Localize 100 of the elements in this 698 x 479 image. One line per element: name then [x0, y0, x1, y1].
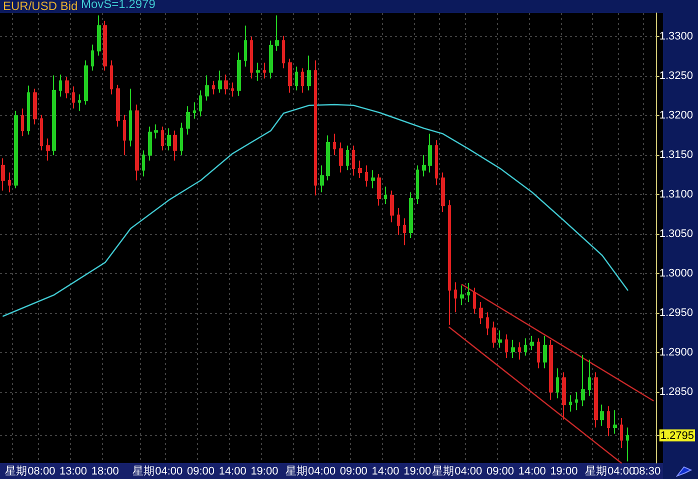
candlestick	[588, 359, 591, 396]
candlestick	[346, 145, 349, 171]
candlestick	[377, 174, 381, 206]
candlestick	[454, 282, 457, 313]
candlestick	[148, 126, 152, 162]
candlestick	[103, 20, 107, 72]
candlestick	[135, 104, 139, 181]
candlestick	[288, 58, 292, 94]
candlestick	[613, 410, 617, 434]
candlestick	[352, 145, 355, 176]
candlestick	[116, 84, 120, 128]
candlestick	[448, 200, 451, 326]
candlestick	[237, 52, 241, 96]
candlestick	[492, 321, 496, 348]
candlestick	[460, 284, 464, 306]
candlestick	[543, 335, 547, 369]
y-tick-label: 1.3100	[659, 188, 694, 201]
candlestick	[626, 426, 629, 462]
candlestick	[231, 82, 234, 98]
candlestick	[620, 418, 623, 448]
candlestick	[1, 158, 5, 192]
candlestick	[212, 80, 215, 95]
candlestick	[167, 128, 171, 151]
candlestick	[21, 108, 24, 137]
candlestick	[511, 339, 515, 358]
candlestick	[600, 404, 604, 426]
x-tick-label: 09:00	[486, 466, 514, 478]
candlestick	[282, 35, 285, 69]
candlestick	[244, 25, 247, 68]
candlestick	[199, 90, 202, 117]
candlestick	[78, 94, 81, 112]
candlestick	[27, 85, 30, 136]
candlestick	[333, 133, 336, 156]
candlestick	[218, 70, 222, 94]
candlestick	[428, 133, 432, 173]
candlestick	[275, 14, 279, 52]
candlestick	[320, 164, 324, 193]
candlestick	[524, 338, 527, 356]
y-tick-label: 1.3050	[659, 228, 694, 240]
y-tick-label: 1.2795	[660, 430, 694, 442]
x-tick-label: 18:00	[91, 466, 119, 478]
x-tick-label: 19:00	[250, 466, 278, 478]
candlestick	[295, 66, 298, 91]
candlestick	[505, 334, 508, 358]
candlestick	[8, 172, 11, 193]
candlestick	[549, 339, 553, 400]
candlestick	[441, 172, 445, 212]
candlestick	[186, 106, 190, 136]
candlestick	[498, 330, 502, 348]
candlestick	[40, 114, 43, 151]
candlestick	[365, 164, 368, 188]
y-tick-label: 1.3250	[659, 70, 694, 82]
y-tick-label: 1.3000	[659, 268, 694, 280]
candlestick	[607, 406, 610, 437]
candlestick	[52, 74, 56, 156]
x-tick-label: 04:00	[155, 466, 183, 478]
x-tick-label: 13:00	[60, 466, 88, 478]
x-tick-label: 19:00	[404, 466, 432, 478]
candlestick	[397, 208, 400, 236]
candlestick	[205, 74, 209, 102]
candlestick	[384, 186, 387, 205]
candlestick	[307, 55, 311, 91]
candlestick	[467, 282, 470, 302]
candlestick	[594, 372, 598, 428]
candlestick	[575, 391, 578, 411]
candlestick	[518, 342, 521, 360]
candlestick	[180, 122, 183, 156]
candlestick	[416, 164, 419, 205]
x-tick-label: 04:00	[454, 466, 482, 478]
x-tick-label: 星期	[432, 466, 454, 478]
candlestick	[59, 74, 62, 98]
candlestick	[473, 287, 476, 314]
candlestick	[530, 335, 534, 351]
candlestick	[569, 394, 572, 412]
candlestick	[193, 102, 196, 120]
candlestick	[97, 14, 101, 56]
candlestick	[84, 60, 88, 106]
x-tick-label: 19:00	[550, 466, 578, 478]
candlestick	[224, 74, 228, 95]
candlestick	[537, 338, 540, 369]
candlestick	[409, 192, 413, 238]
candlestick	[435, 140, 438, 186]
x-tick-label: 星期	[584, 466, 607, 478]
x-tick-label: 09:00	[186, 466, 214, 478]
y-tick-label: 1.3150	[659, 149, 694, 162]
x-tick-label: 08:30	[633, 466, 661, 478]
candlestick	[154, 124, 158, 140]
candlestick	[14, 110, 18, 189]
candlestick	[326, 134, 330, 181]
y-tick-label: 1.2950	[659, 307, 694, 319]
candlestick	[339, 142, 343, 173]
candlestick	[403, 218, 406, 246]
candlestick	[556, 368, 559, 399]
candlestick	[314, 60, 317, 196]
y-tick-label: 1.3300	[659, 30, 694, 43]
x-tick-label: 14:00	[518, 466, 546, 478]
x-tick-label: 星期	[4, 466, 27, 478]
candlestick	[72, 86, 75, 110]
candlestick	[263, 62, 266, 80]
candlestick	[110, 60, 113, 95]
